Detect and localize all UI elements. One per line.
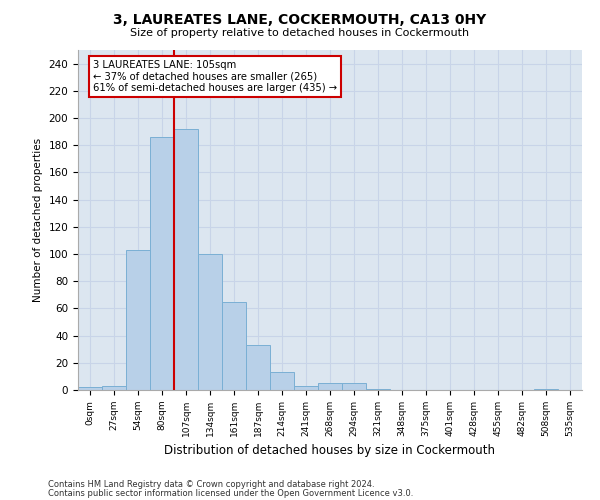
Y-axis label: Number of detached properties: Number of detached properties <box>33 138 43 302</box>
Text: 3 LAUREATES LANE: 105sqm
← 37% of detached houses are smaller (265)
61% of semi-: 3 LAUREATES LANE: 105sqm ← 37% of detach… <box>93 60 337 94</box>
Text: Contains HM Land Registry data © Crown copyright and database right 2024.: Contains HM Land Registry data © Crown c… <box>48 480 374 489</box>
Bar <box>294 386 318 390</box>
Text: 3, LAUREATES LANE, COCKERMOUTH, CA13 0HY: 3, LAUREATES LANE, COCKERMOUTH, CA13 0HY <box>113 12 487 26</box>
Bar <box>270 372 294 390</box>
Bar <box>534 388 558 390</box>
Text: Size of property relative to detached houses in Cockermouth: Size of property relative to detached ho… <box>130 28 470 38</box>
Bar <box>342 383 366 390</box>
Bar <box>318 383 342 390</box>
Bar <box>150 137 174 390</box>
X-axis label: Distribution of detached houses by size in Cockermouth: Distribution of detached houses by size … <box>164 444 496 458</box>
Bar <box>126 250 150 390</box>
Bar <box>174 129 198 390</box>
Bar <box>366 388 390 390</box>
Bar <box>198 254 222 390</box>
Bar <box>102 386 126 390</box>
Bar <box>246 345 270 390</box>
Bar <box>222 302 246 390</box>
Text: Contains public sector information licensed under the Open Government Licence v3: Contains public sector information licen… <box>48 488 413 498</box>
Bar <box>78 388 102 390</box>
